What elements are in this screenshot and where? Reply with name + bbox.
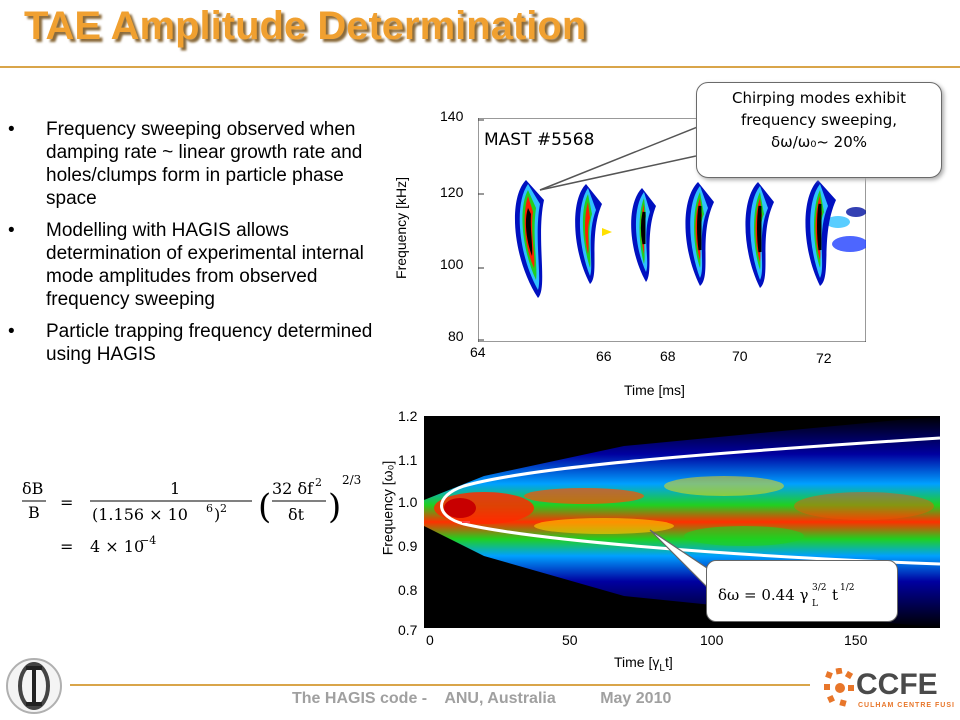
svg-text:2: 2 bbox=[315, 476, 322, 489]
x-tick-label: 66 bbox=[596, 348, 612, 364]
svg-text:1: 1 bbox=[170, 479, 180, 498]
bullet-item: Particle trapping frequency determined u… bbox=[8, 320, 380, 366]
x-tick-label: 68 bbox=[660, 348, 676, 364]
ccfe-logo-text: CCFE bbox=[856, 668, 938, 701]
svg-text:): ) bbox=[214, 505, 220, 524]
bullet-list: Frequency sweeping observed when damping… bbox=[8, 118, 380, 375]
svg-text:2/3: 2/3 bbox=[342, 474, 361, 487]
svg-text:B: B bbox=[28, 503, 40, 522]
slide-title: TAE Amplitude Determination bbox=[24, 4, 587, 48]
svg-text:2: 2 bbox=[220, 502, 227, 515]
x-tick-label: 150 bbox=[844, 632, 868, 648]
y-tick-label: 80 bbox=[448, 328, 464, 344]
svg-text:t: t bbox=[832, 586, 838, 604]
footer-divider bbox=[70, 684, 810, 686]
x-tick-label: 0 bbox=[426, 632, 434, 648]
svg-text:(1.156 × 10: (1.156 × 10 bbox=[92, 505, 188, 524]
svg-text:6: 6 bbox=[206, 502, 213, 515]
torus-logo-icon bbox=[6, 658, 62, 714]
svg-text:4 × 10: 4 × 10 bbox=[90, 537, 144, 556]
x-tick-label: 100 bbox=[700, 632, 724, 648]
title-divider bbox=[0, 66, 960, 68]
y-tick-label: 1.2 bbox=[398, 408, 418, 424]
callout-line: Chirping modes exhibit bbox=[731, 89, 906, 107]
amplitude-equation: δB B = 1 (1.156 × 10 6 ) 2 ( 32 δf 2 δt … bbox=[22, 474, 361, 556]
x-axis-label: Time [ms] bbox=[624, 382, 685, 398]
svg-text:32 δf: 32 δf bbox=[272, 479, 314, 498]
chirp-formula: δω = 0.44 γ L 3/2 t 1/2 bbox=[718, 583, 854, 609]
svg-text:=: = bbox=[60, 537, 73, 556]
x-axis-label-subscript: L bbox=[659, 662, 665, 674]
y-tick-label: 0.8 bbox=[398, 582, 418, 598]
y-tick-label: 0.9 bbox=[398, 538, 418, 554]
callout-pointer bbox=[539, 125, 701, 191]
chirp-burst bbox=[745, 182, 774, 288]
bullet-item: Modelling with HAGIS allows determinatio… bbox=[8, 219, 380, 311]
svg-text:1/2: 1/2 bbox=[840, 583, 854, 593]
x-axis-label-text: Time [γ bbox=[614, 654, 660, 670]
svg-text:δω = 0.44 γ: δω = 0.44 γ bbox=[718, 586, 809, 604]
x-axis-label: Time [γLt] bbox=[614, 654, 673, 674]
ccfe-logo-subtext: CULHAM CENTRE FUSION ENERGY bbox=[858, 702, 954, 709]
bullet-item: Frequency sweeping observed when damping… bbox=[8, 118, 380, 210]
y-tick-label: 1.0 bbox=[398, 494, 418, 510]
y-axis-label: Frequency [kHz] bbox=[392, 177, 409, 279]
footer-text: The HAGIS code - ANU, Australia May 2010 bbox=[292, 690, 671, 708]
footer-middle: ANU, Australia bbox=[444, 690, 556, 707]
y-tick-label: 120 bbox=[440, 184, 464, 200]
callout-line: frequency sweeping, bbox=[740, 111, 898, 129]
svg-text:L: L bbox=[812, 599, 818, 609]
x-tick-label: 70 bbox=[732, 348, 748, 364]
chirp-burst bbox=[805, 180, 836, 286]
y-tick-label: 1.1 bbox=[398, 452, 418, 468]
x-axis-label-end: t] bbox=[664, 654, 673, 670]
y-tick-label: 140 bbox=[440, 108, 464, 124]
svg-text:−4: −4 bbox=[140, 534, 156, 547]
svg-text:(: ( bbox=[258, 487, 271, 527]
formula-box bbox=[706, 560, 898, 622]
svg-text:=: = bbox=[60, 493, 73, 512]
bottom-spectrogram bbox=[424, 416, 940, 628]
chirp-burst bbox=[514, 180, 544, 298]
footer-right: May 2010 bbox=[600, 690, 672, 707]
callout-box: Chirping modes exhibit frequency sweepin… bbox=[696, 82, 942, 178]
y-tick-label: 100 bbox=[440, 256, 464, 272]
x-tick-label: 72 bbox=[816, 350, 832, 366]
chirp-burst bbox=[685, 182, 714, 286]
shot-label: MAST #5568 bbox=[484, 130, 595, 150]
chirp-burst bbox=[631, 188, 656, 282]
callout-line: δω/ω₀~ 20% bbox=[770, 133, 868, 151]
svg-text:3/2: 3/2 bbox=[812, 583, 826, 593]
x-tick-label: 64 bbox=[470, 344, 486, 360]
y-axis-label: Frequency [ω₀] bbox=[379, 460, 396, 556]
footer-left: The HAGIS code - bbox=[292, 690, 428, 707]
x-tick-label: 50 bbox=[562, 632, 578, 648]
y-tick-label: 0.7 bbox=[398, 622, 418, 638]
svg-text:): ) bbox=[328, 487, 341, 527]
svg-text:δt: δt bbox=[288, 505, 305, 524]
chirp-burst bbox=[575, 184, 612, 284]
ccfe-logo-icon bbox=[824, 668, 854, 707]
svg-text:δB: δB bbox=[22, 479, 43, 498]
